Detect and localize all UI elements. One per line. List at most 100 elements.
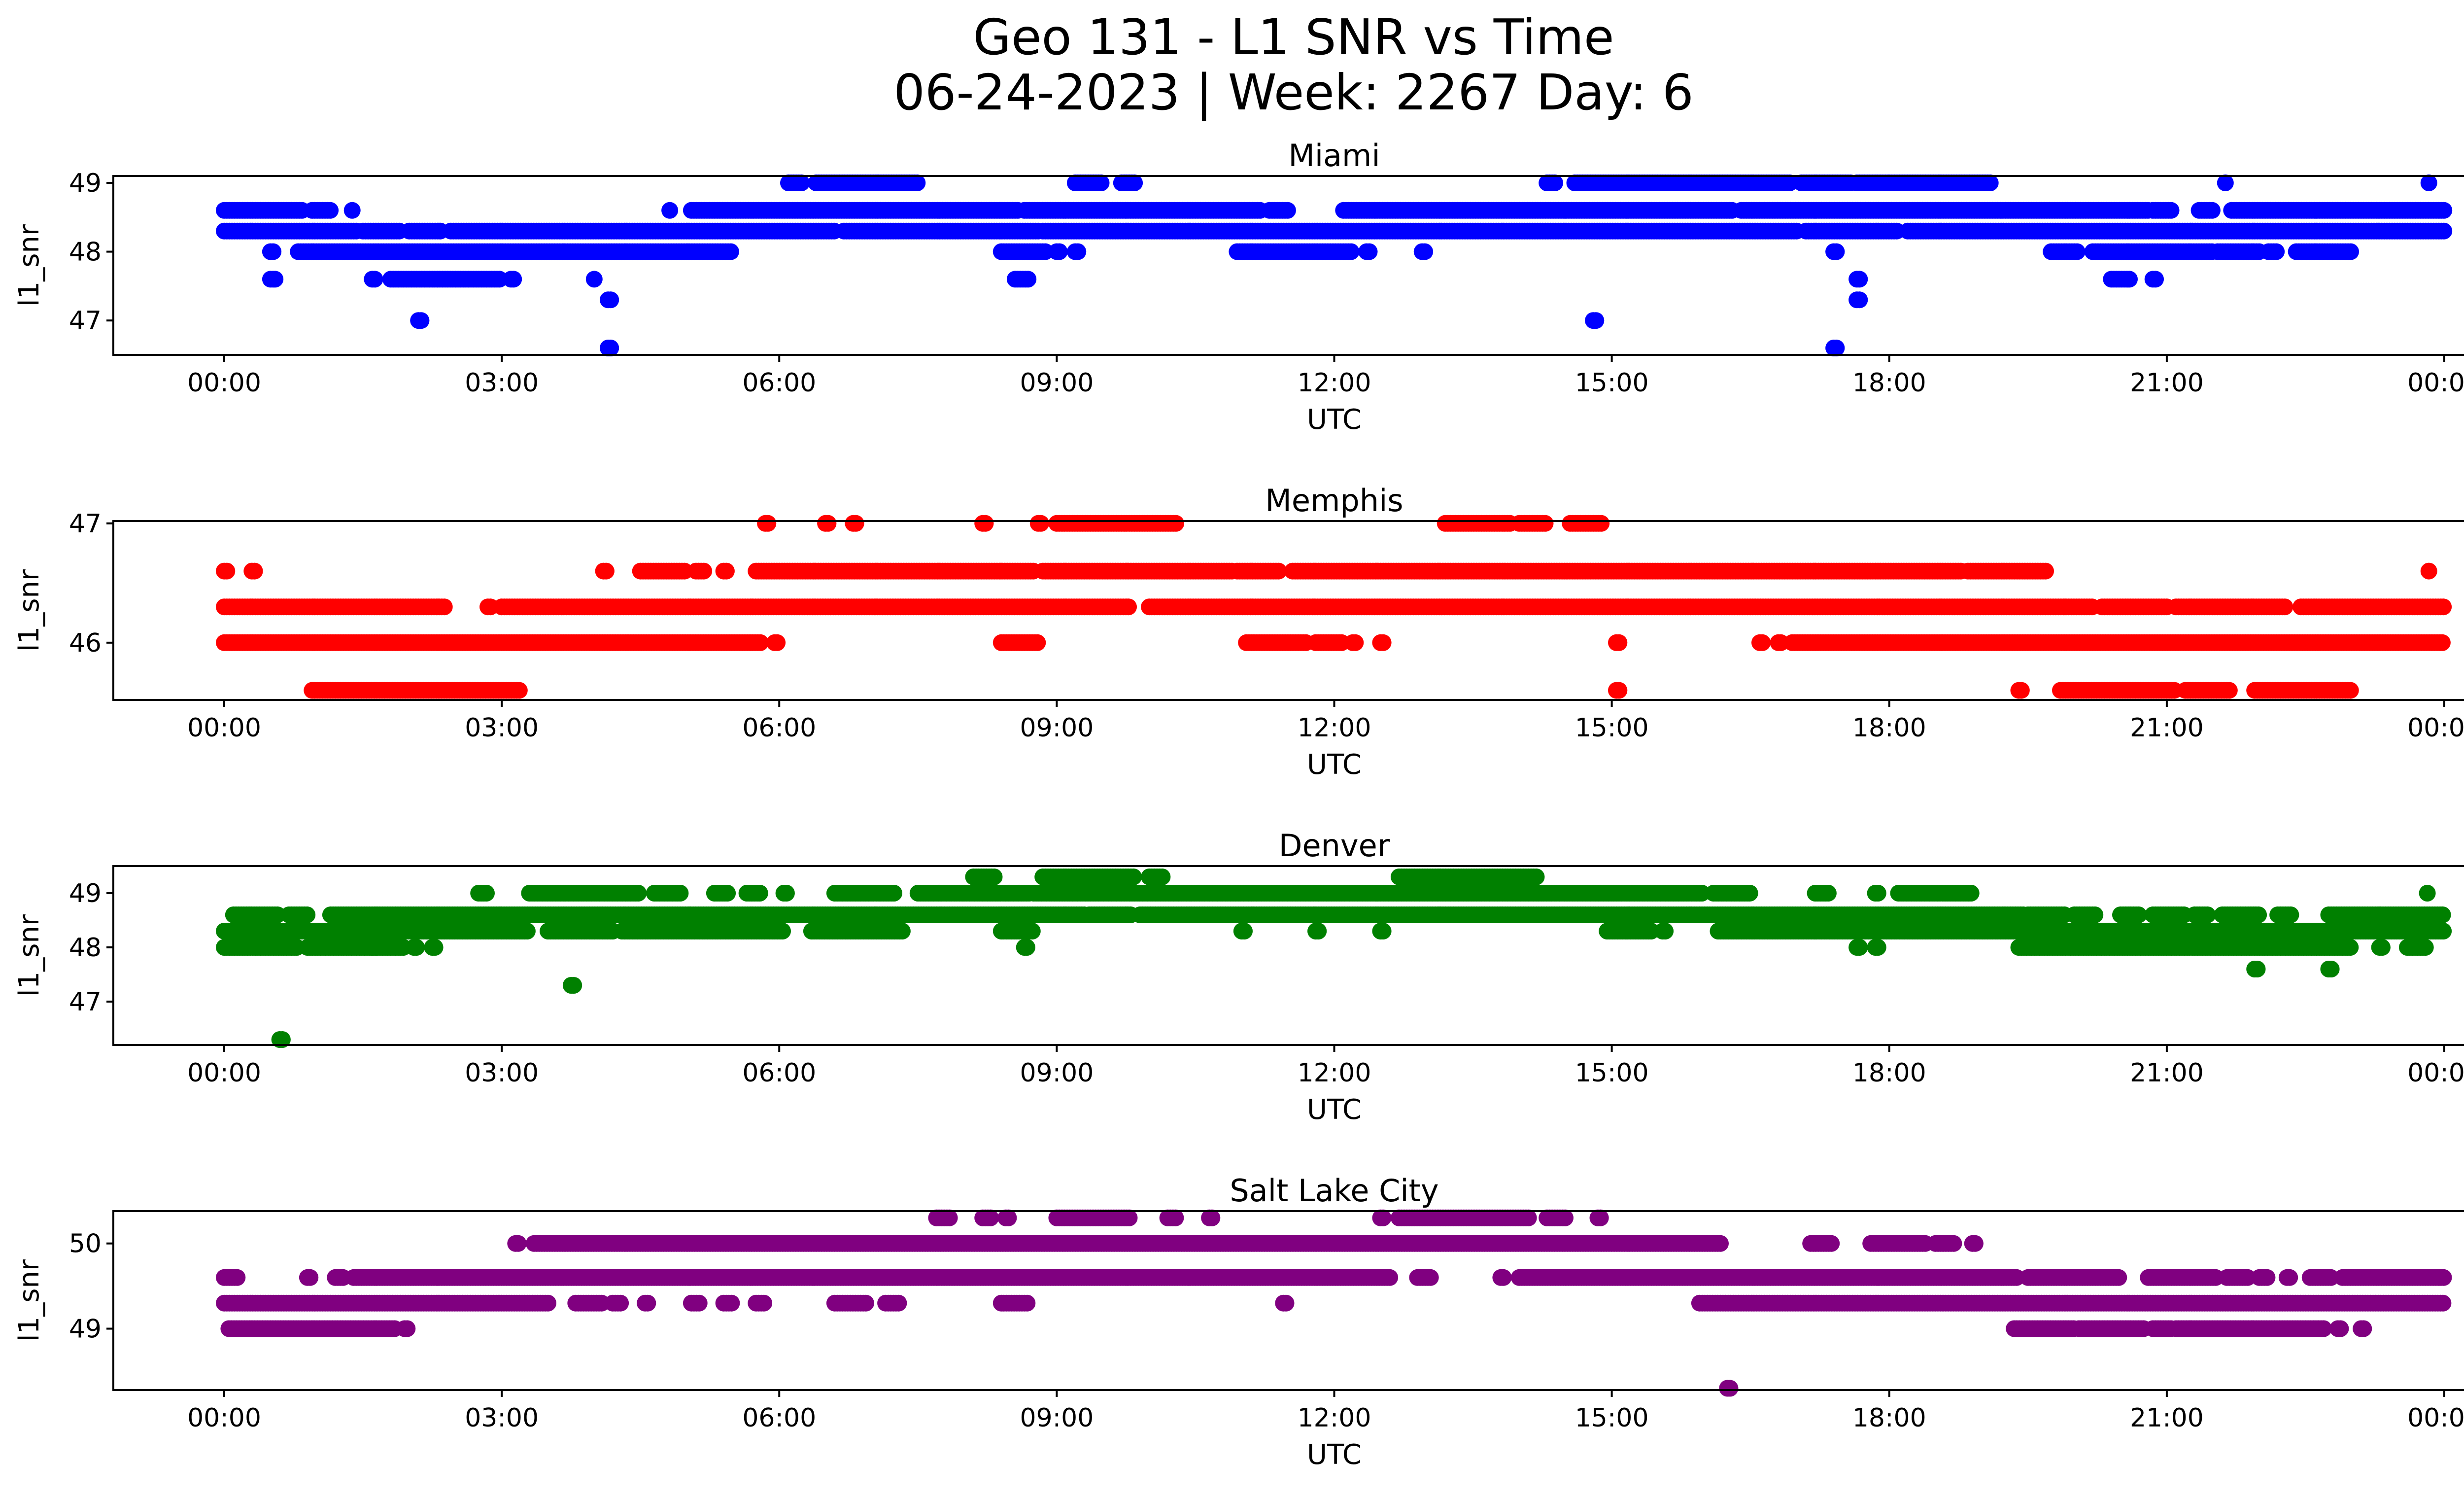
x-tick-label: 12:00 [1298,713,1371,743]
y-axis-label: l1_snr [13,224,45,307]
data-point [1819,885,1837,902]
data-point [672,885,689,902]
data-point [820,515,837,532]
data-point [886,885,902,902]
data-point [1593,515,1610,532]
data-point [1125,869,1142,885]
data-point [695,562,713,580]
data-point [986,869,1003,885]
data-point [267,271,284,288]
data-point [1982,174,1999,191]
data-point [505,271,522,288]
data-point [2342,682,2359,699]
x-tick-label: 00:00 [187,368,261,398]
data-point [1587,312,1605,329]
scatter-series [216,174,2453,356]
x-axis-label: UTC [1307,749,1362,781]
data-point [1126,174,1143,191]
data-point [1093,174,1110,191]
data-point [1347,634,1364,651]
data-point [661,202,679,219]
data-point [1851,291,1868,309]
data-point [1610,634,1628,651]
data-point [1610,682,1628,699]
y-tick-label: 48 [69,238,102,267]
data-point [2037,562,2054,580]
y-tick-label: 47 [69,306,102,336]
x-axis-label: UTC [1307,404,1362,436]
x-tick-label: 15:00 [1575,368,1649,398]
data-point [759,515,777,532]
data-point [847,515,864,532]
data-point [2268,243,2285,260]
data-point [478,885,495,902]
data-point [909,174,926,191]
x-tick-label: 09:00 [1020,713,1094,743]
data-point [2203,202,2221,219]
x-tick-label: 15:00 [1575,713,1649,743]
data-point [218,562,236,580]
data-point [1828,243,1845,260]
data-point [2013,682,2030,699]
x-tick-label: 21:00 [2130,713,2204,743]
x-tick-label: 18:00 [1852,713,1926,743]
data-point [1029,634,1046,651]
data-point [1374,634,1392,651]
data-point [246,562,263,580]
data-point [585,271,603,288]
data-point [1754,634,1771,651]
data-point [597,562,615,580]
data-point [793,174,810,191]
data-point [2435,202,2453,219]
data-point [2068,243,2086,260]
data-point [1962,885,1980,902]
y-tick-label: 49 [69,169,102,198]
x-tick-label: 12:00 [1298,368,1371,398]
data-point [1167,515,1185,532]
data-point [511,682,528,699]
y-axis-label: l1_snr [13,569,45,652]
data-point [2147,271,2164,288]
x-tick-label: 03:00 [465,713,539,743]
data-point [1781,174,1798,191]
x-tick-label: 00:00 [187,713,261,743]
data-point [719,885,736,902]
data-point [299,906,316,923]
data-point [2420,562,2437,580]
x-tick-label: 18:00 [1852,368,1926,398]
subplot-title: Denver [1279,828,1390,864]
data-point [2420,174,2437,191]
data-point [412,312,430,329]
data-point [1020,271,1037,288]
data-point [977,515,994,532]
data-point [1361,243,1378,260]
data-point [2276,598,2293,616]
x-tick-label: 21:00 [2130,368,2204,398]
data-point [769,634,786,651]
x-tick-label: 00:00 [2407,368,2464,398]
data-point [1537,515,1554,532]
data-point [366,271,383,288]
data-point [2435,598,2452,616]
data-point [2435,222,2453,240]
data-point [1051,243,1068,260]
x-tick-label: 06:00 [742,713,816,743]
x-tick-label: 00:00 [2407,713,2464,743]
y-tick-label: 46 [69,628,102,658]
data-point [1120,598,1137,616]
data-point [1851,271,1868,288]
data-point [2342,243,2359,260]
data-point [722,243,739,260]
data-point [1416,243,1434,260]
data-point [436,598,453,616]
data-point [1342,243,1360,260]
subplot-title: Memphis [1265,483,1403,519]
x-tick-label: 06:00 [742,368,816,398]
data-point [1828,340,1845,356]
figure-title-line-1: Geo 131 - L1 SNR vs Time [973,8,1614,66]
data-point [2121,271,2138,288]
data-point [1869,885,1886,902]
